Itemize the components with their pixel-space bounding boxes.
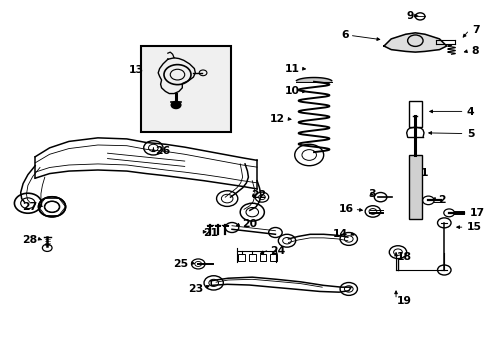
Bar — [269, 254, 276, 261]
Bar — [238, 254, 244, 261]
Text: 4: 4 — [466, 107, 474, 117]
Bar — [248, 254, 255, 261]
Bar — [259, 254, 266, 261]
Text: 19: 19 — [396, 296, 411, 306]
Text: 5: 5 — [466, 129, 473, 139]
Text: 11: 11 — [284, 64, 299, 73]
Text: 20: 20 — [242, 219, 257, 229]
Text: 13: 13 — [128, 65, 143, 75]
Text: 24: 24 — [270, 246, 285, 256]
Circle shape — [171, 102, 181, 109]
Text: 12: 12 — [269, 113, 285, 123]
Text: 2: 2 — [437, 195, 445, 204]
Text: 18: 18 — [396, 252, 411, 262]
Text: 25: 25 — [173, 259, 188, 269]
Text: 14: 14 — [332, 229, 347, 239]
Text: 3: 3 — [367, 189, 375, 199]
Text: 15: 15 — [466, 222, 481, 232]
Text: 6: 6 — [341, 30, 348, 40]
Text: 8: 8 — [471, 46, 478, 56]
FancyBboxPatch shape — [141, 46, 230, 132]
Polygon shape — [383, 33, 446, 52]
Text: 17: 17 — [468, 208, 484, 218]
Text: 23: 23 — [187, 284, 203, 294]
Text: 26: 26 — [155, 146, 170, 156]
Text: 10: 10 — [284, 86, 299, 96]
Text: 28: 28 — [22, 235, 38, 245]
Text: 1: 1 — [420, 168, 428, 178]
Text: 22: 22 — [251, 190, 266, 200]
Text: 9: 9 — [406, 11, 413, 21]
Text: 16: 16 — [338, 204, 353, 214]
Bar — [408, 102, 421, 127]
Text: 21: 21 — [203, 228, 218, 238]
Text: 7: 7 — [471, 25, 478, 35]
Bar — [408, 155, 421, 219]
Text: 27: 27 — [22, 202, 38, 212]
